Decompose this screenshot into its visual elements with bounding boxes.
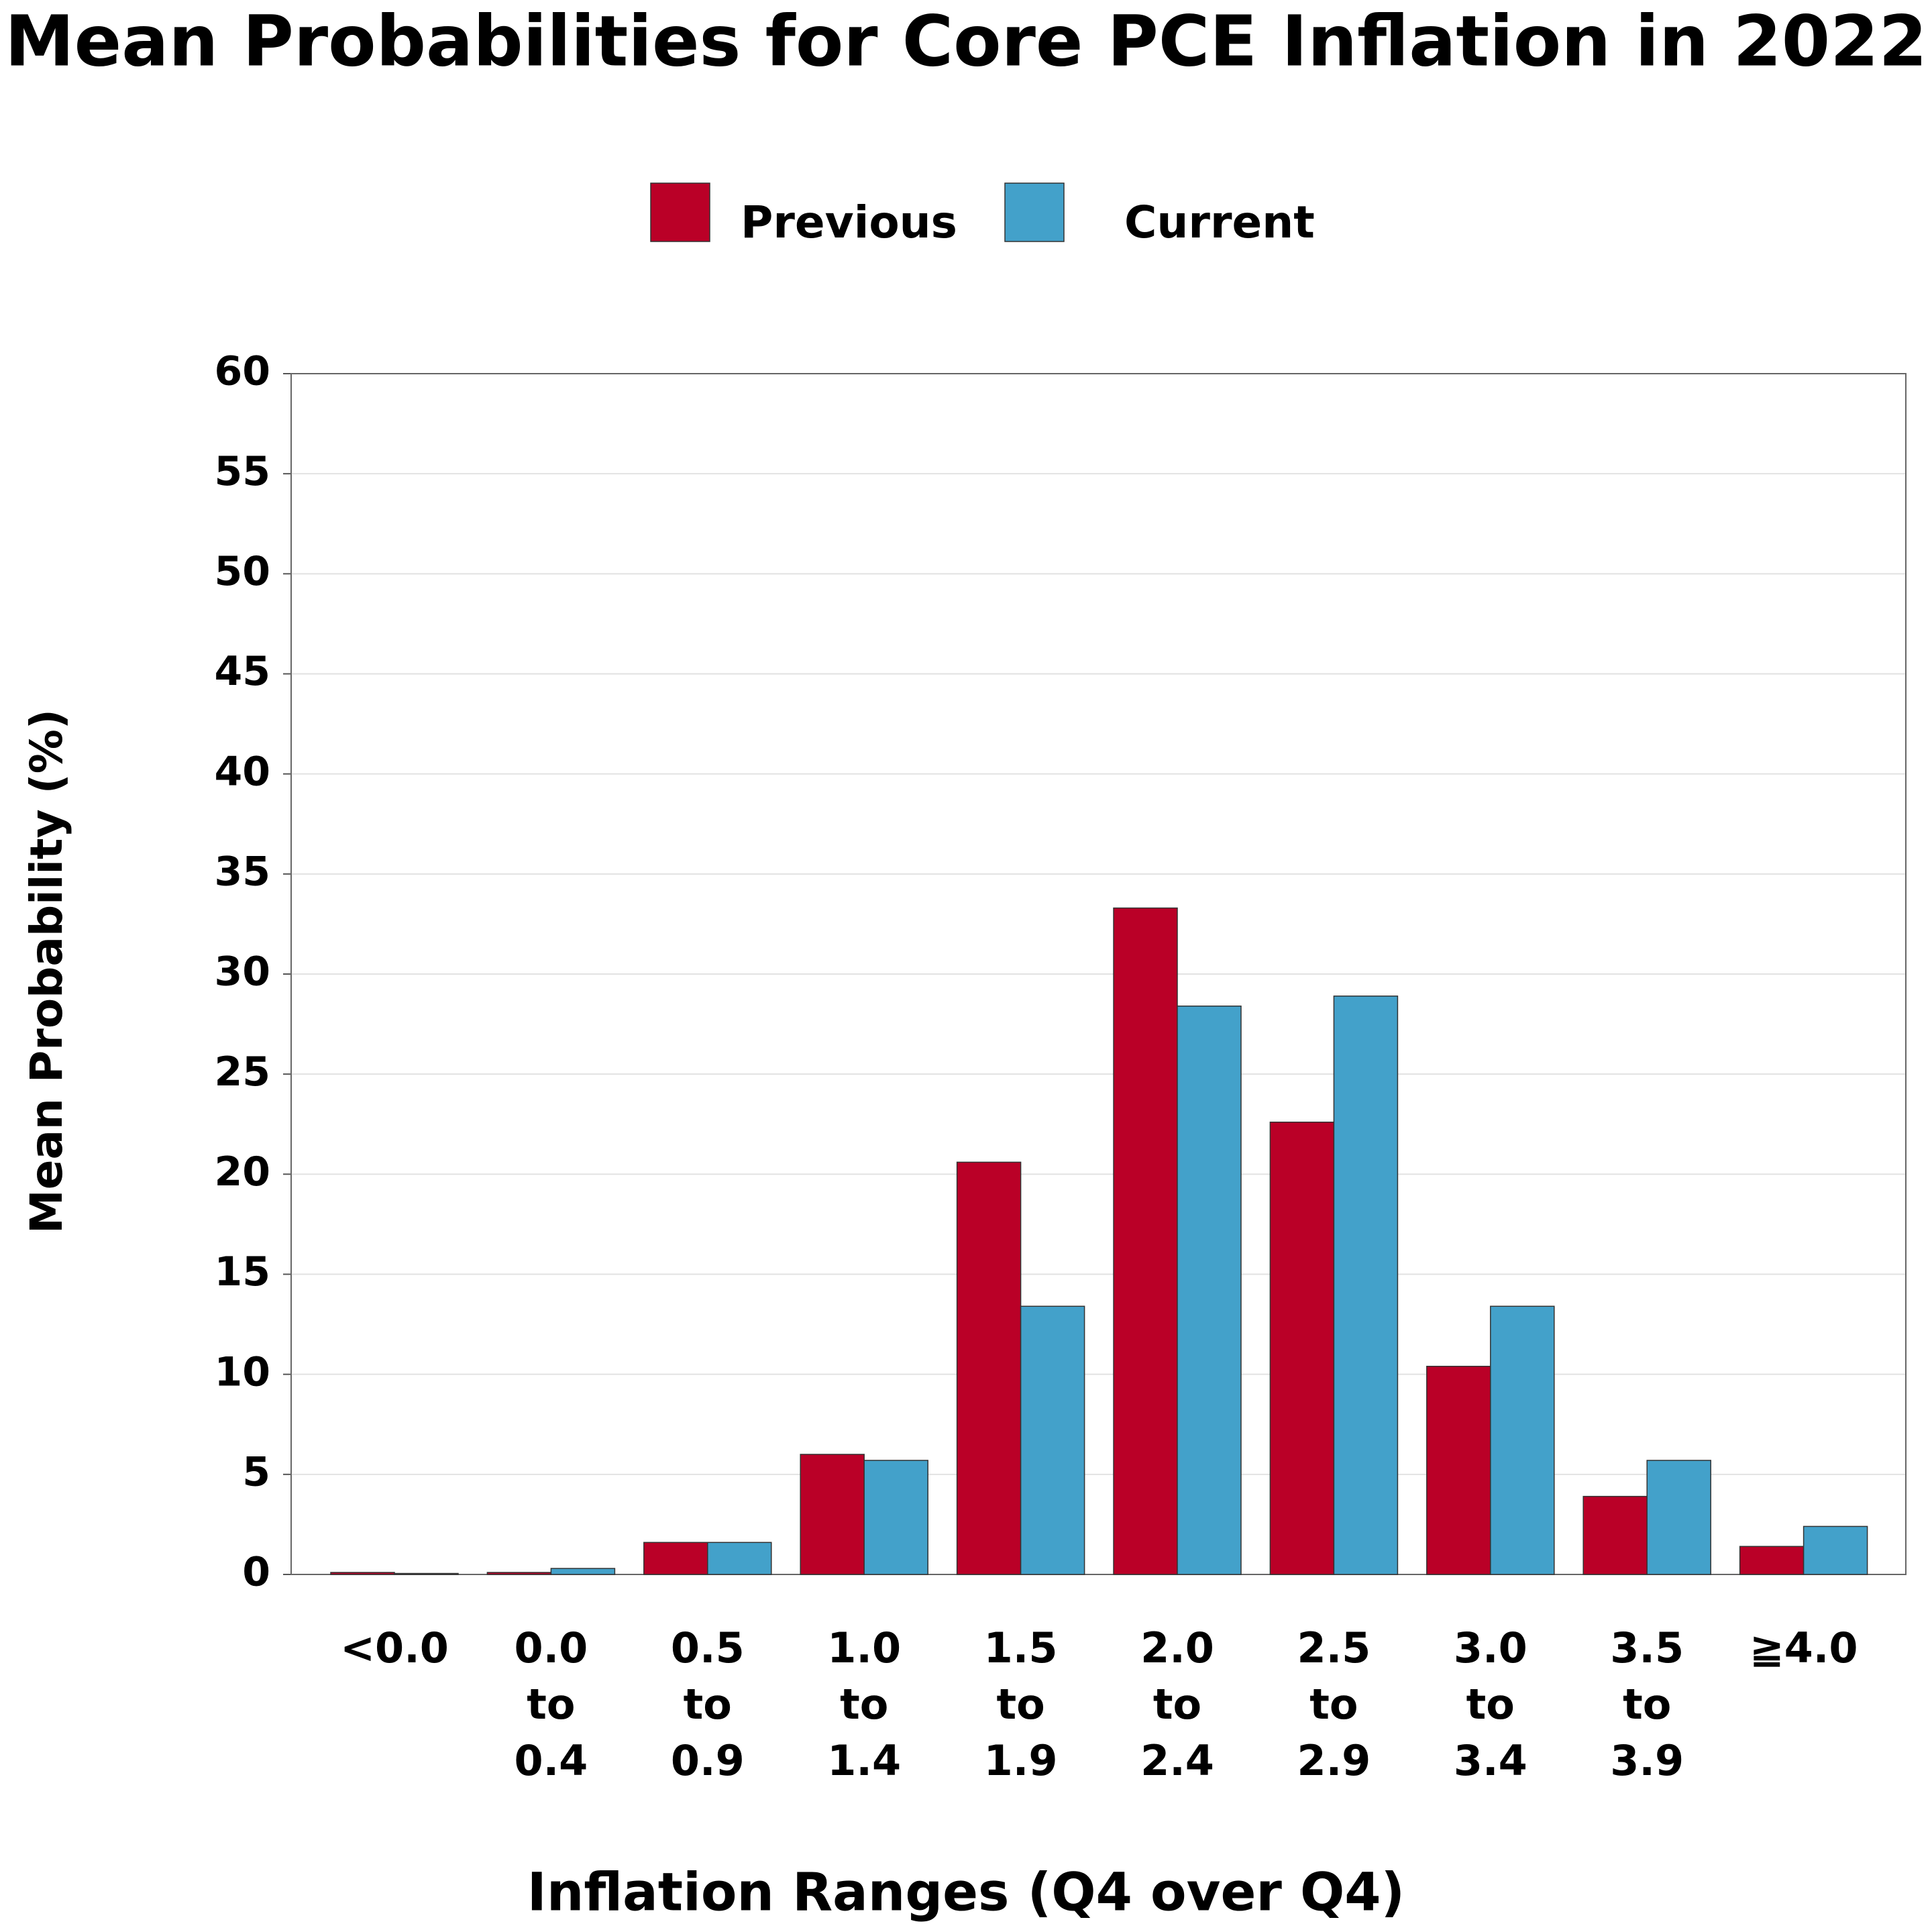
bar bbox=[956, 1161, 1022, 1575]
bar bbox=[1113, 907, 1178, 1575]
legend-label: Previous bbox=[741, 197, 957, 248]
x-tick-label: 1.0 to 1.4 bbox=[827, 1623, 901, 1785]
y-tick-label: 35 bbox=[215, 848, 271, 895]
bar bbox=[1646, 1460, 1711, 1575]
bar bbox=[330, 1572, 395, 1575]
x-tick-label: 1.5 to 1.9 bbox=[984, 1623, 1058, 1785]
legend-label: Current bbox=[1124, 197, 1315, 248]
bar bbox=[800, 1454, 865, 1575]
x-tick-label: 2.5 to 2.9 bbox=[1297, 1623, 1371, 1785]
plot-frame bbox=[290, 373, 1907, 1575]
bar bbox=[1582, 1495, 1648, 1575]
y-tick-label: 55 bbox=[215, 448, 271, 495]
bar bbox=[863, 1460, 928, 1575]
bar bbox=[1426, 1365, 1491, 1575]
bar bbox=[1803, 1525, 1868, 1575]
bar bbox=[707, 1542, 772, 1575]
y-tick-label: 45 bbox=[215, 648, 271, 695]
y-tick-label: 0 bbox=[242, 1549, 270, 1596]
x-tick-label: 3.5 to 3.9 bbox=[1610, 1623, 1684, 1785]
x-tick-label: 0.5 to 0.9 bbox=[671, 1623, 745, 1785]
y-tick-label: 60 bbox=[215, 348, 271, 395]
x-tick-label: 3.0 to 3.4 bbox=[1454, 1623, 1527, 1785]
y-tick-label: 15 bbox=[215, 1248, 271, 1295]
bar bbox=[1490, 1305, 1555, 1575]
x-tick-label: <0.0 bbox=[340, 1623, 449, 1672]
bar bbox=[1333, 996, 1399, 1575]
x-axis-title: Inflation Ranges (Q4 over Q4) bbox=[527, 1862, 1405, 1923]
y-tick-label: 20 bbox=[215, 1148, 271, 1195]
y-tick-label: 5 bbox=[242, 1448, 270, 1495]
x-tick-label: 0.0 to 0.4 bbox=[514, 1623, 588, 1785]
x-tick-label: ≧4.0 bbox=[1750, 1623, 1858, 1672]
bar bbox=[486, 1572, 552, 1575]
y-tick-label: 10 bbox=[215, 1348, 271, 1395]
bar bbox=[1020, 1305, 1085, 1575]
y-axis-title: Mean Probability (%) bbox=[21, 709, 72, 1234]
x-tick-label: 2.0 to 2.4 bbox=[1140, 1623, 1214, 1785]
bar bbox=[1177, 1005, 1242, 1575]
bar bbox=[1269, 1122, 1335, 1575]
chart-title: Mean Probabilities for Core PCE Inflatio… bbox=[5, 0, 1927, 82]
bar bbox=[1739, 1546, 1805, 1575]
legend-swatch bbox=[1004, 182, 1065, 242]
legend-swatch bbox=[650, 182, 710, 242]
y-tick-label: 30 bbox=[215, 949, 271, 996]
bar bbox=[550, 1568, 616, 1575]
y-tick-label: 40 bbox=[215, 748, 271, 795]
bar bbox=[643, 1542, 708, 1575]
y-tick-label: 25 bbox=[215, 1049, 271, 1095]
y-tick-label: 50 bbox=[215, 548, 271, 595]
